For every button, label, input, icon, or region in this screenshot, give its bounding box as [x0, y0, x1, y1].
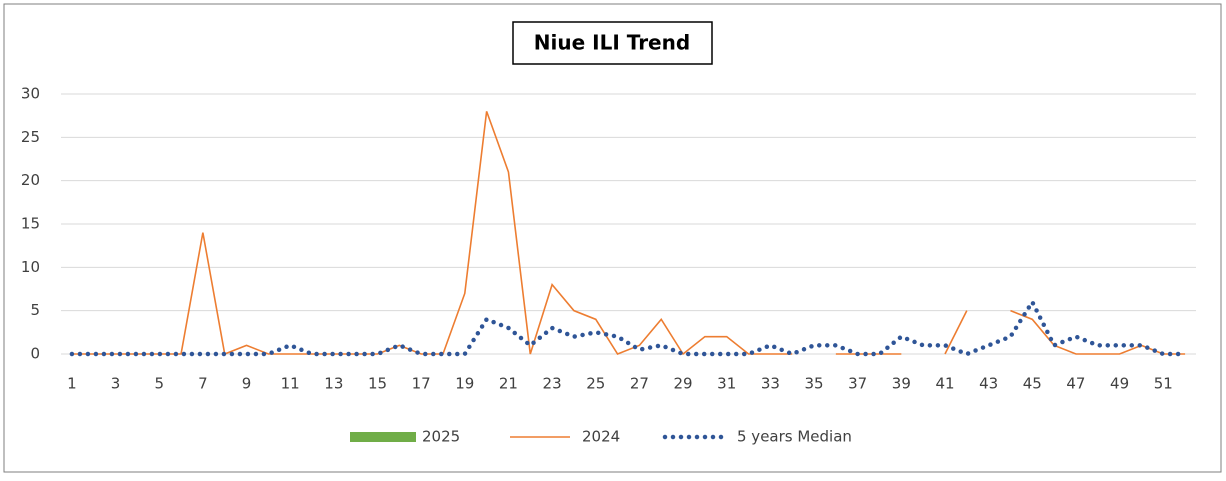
- x-tick-label: 9: [242, 375, 252, 393]
- x-tick-label: 5: [154, 375, 164, 393]
- y-tick-label: 0: [30, 345, 40, 363]
- x-tick-label: 15: [368, 375, 387, 393]
- x-tick-label: 41: [935, 375, 954, 393]
- x-tick-label: 45: [1023, 375, 1042, 393]
- legend-label: 2024: [582, 428, 620, 446]
- x-tick-label: 47: [1066, 375, 1085, 393]
- x-tick-label: 3: [111, 375, 121, 393]
- title-box: [512, 21, 713, 65]
- x-tick-label: 37: [848, 375, 867, 393]
- chart-border: [3, 3, 1222, 473]
- x-tick-label: 13: [324, 375, 343, 393]
- x-tick-label: 51: [1154, 375, 1173, 393]
- legend-label: 2025: [422, 428, 460, 446]
- x-tick-label: 17: [412, 375, 431, 393]
- legend-label: 5 years Median: [737, 428, 852, 446]
- x-tick-label: 27: [630, 375, 649, 393]
- x-tick-label: 43: [979, 375, 998, 393]
- x-tick-label: 29: [674, 375, 693, 393]
- line: [944, 310, 968, 355]
- x-tick-label: 1: [67, 375, 77, 393]
- y-tick-label: 20: [21, 171, 40, 189]
- y-tick-label: 30: [21, 85, 40, 103]
- y-tick-label: 5: [30, 301, 40, 319]
- x-tick-label: 21: [499, 375, 518, 393]
- x-tick-label: 39: [892, 375, 911, 393]
- x-tick-label: 25: [586, 375, 605, 393]
- x-tick-label: 11: [281, 375, 300, 393]
- x-tick-label: 19: [455, 375, 474, 393]
- legend-swatch: [350, 432, 416, 442]
- line: [69, 297, 1188, 357]
- x-tick-label: 49: [1110, 375, 1129, 393]
- y-tick-label: 25: [21, 128, 40, 146]
- x-tick-label: 31: [717, 375, 736, 393]
- x-tick-label: 35: [804, 375, 823, 393]
- y-tick-label: 15: [21, 215, 40, 233]
- x-tick-label: 23: [543, 375, 562, 393]
- x-tick-label: 33: [761, 375, 780, 393]
- y-tick-label: 10: [21, 258, 40, 276]
- x-tick-label: 7: [198, 375, 208, 393]
- chart-title: Niue ILI Trend: [534, 31, 690, 55]
